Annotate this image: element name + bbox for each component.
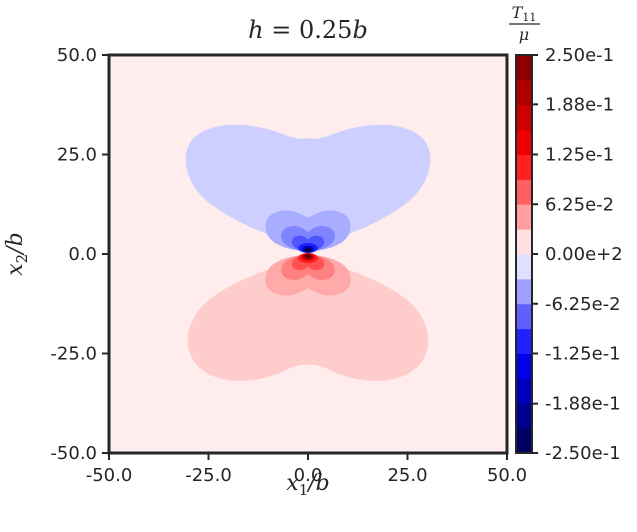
colorbar-label-numerator: T11 [512,3,537,24]
colorbar-band [516,129,532,155]
y-tick-label: 50.0 [57,45,97,66]
colorbar-band [516,179,532,205]
x-label-symbol: x [286,471,299,496]
colorbar-band [516,204,532,230]
cbar-num-symbol: T [512,3,524,22]
lower-core [304,253,312,259]
upper-lobe-contour [185,124,431,243]
colorbar-band [516,303,532,330]
y-label-subscript: 2 [13,254,31,264]
colorbar-ticks: 2.50e-1 1.88e-1 1.25e-1 6.25e-2 0.00e+2 -6.25… [532,45,623,464]
x-tick-label: 50.0 [487,465,527,486]
colorbar-band [516,328,532,354]
y-tick-label: -25.0 [50,344,97,365]
x-axis-ticks: -50.0 -25.0 0.0 25.0 50.0 [86,453,527,486]
x-label-rest: /b [306,471,330,496]
title-lhs: h [248,16,263,44]
colorbar-tick-label: 2.50e-1 [545,45,614,66]
colorbar-bands [516,55,532,454]
y-axis-ticks: -50.0 -25.0 0.0 25.0 50.0 [50,45,109,464]
y-axis-label: x2/b [3,232,31,275]
colorbar: 2.50e-1 1.88e-1 1.25e-1 6.25e-2 0.00e+2 -6.25… [515,45,623,464]
colorbar-band [516,104,532,131]
x-tick-label: -50.0 [86,465,133,486]
colorbar-band [516,79,532,106]
colorbar-tick-label: 1.88e-1 [545,94,614,115]
chart-title: h = 0.25b [248,16,368,44]
colorbar-band [516,278,532,305]
y-tick-label: 0.0 [68,244,97,265]
title-eq: = 0.25 [264,16,353,44]
colorbar-band [516,55,532,81]
cbar-num-subscript: 11 [522,11,536,24]
lower-lobe-contour [187,262,429,381]
y-label-rest: /b [3,232,28,256]
y-tick-label: 25.0 [57,145,97,166]
colorbar-label-denominator: μ [519,25,529,44]
colorbar-tick-label: -1.25e-1 [545,344,621,365]
colorbar-band [516,378,532,404]
colorbar-tick-label: 6.25e-2 [545,194,614,215]
colorbar-tick-label: -6.25e-2 [545,294,621,315]
upper-core [304,247,312,253]
colorbar-band [516,154,532,180]
colorbar-band [516,428,532,454]
colorbar-tick-label: 1.25e-1 [545,145,614,166]
colorbar-band [516,229,532,255]
y-label-symbol: x [3,263,28,276]
colorbar-band [516,403,532,429]
colorbar-label: T11 μ [509,3,540,44]
colorbar-tick-label: -2.50e-1 [545,443,621,464]
colorbar-band [516,254,532,280]
colorbar-tick-label: 0.00e+2 [545,244,623,265]
x-label-subscript: 1 [299,481,309,499]
x-tick-label: 0.0 [294,465,323,486]
colorbar-band [516,353,532,379]
title-rhs: b [352,16,367,44]
y-tick-label: -50.0 [50,443,97,464]
x-tick-label: -25.0 [185,465,232,486]
x-tick-label: 25.0 [387,465,427,486]
plot-area [109,55,507,453]
x-axis-label: x1/b [286,471,329,499]
colorbar-tick-label: -1.88e-1 [545,394,621,415]
